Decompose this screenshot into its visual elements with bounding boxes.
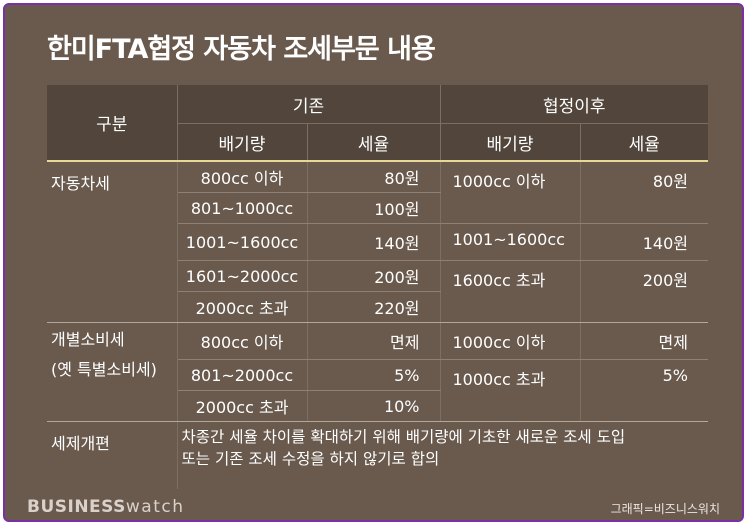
cell-rate: 100원 — [307, 192, 441, 224]
cell-displacement: 800cc 이하 — [177, 161, 308, 193]
logo-light: watch — [125, 497, 185, 517]
row-category-auto-tax: 자동차세 — [47, 161, 178, 323]
cell-displacement: 801~2000cc — [177, 359, 308, 391]
cell-displacement: 1000cc 초과 — [440, 359, 581, 422]
table-row: 801~1000cc 100원 — [47, 192, 708, 224]
table-row: 2000cc 초과 220원 — [47, 291, 708, 323]
header-row-2: 배기량 세율 배기량 세율 — [47, 123, 708, 162]
cell-rate: 140원 — [307, 223, 441, 261]
cell-rate: 5% — [307, 359, 441, 391]
table-row: 자동차세 800cc 이하 80원 1000cc 이하 80원 — [47, 161, 708, 323]
cell-rate: 220원 — [307, 291, 441, 323]
cell-displacement: 2000cc 초과 — [177, 390, 308, 422]
cell-rate: 80원 — [580, 161, 708, 224]
cell-displacement: 1000cc 이하 — [440, 161, 581, 224]
header-before-displacement: 배기량 — [177, 123, 308, 162]
cell-rate: 80원 — [307, 161, 441, 193]
reform-note-line-2: 또는 기존 조세 수정을 하지 않기로 합의 — [181, 450, 440, 468]
header-after: 협정이후 — [440, 85, 708, 124]
cell-displacement: 1000cc 이하 — [440, 322, 581, 360]
header-before-rate: 세율 — [307, 123, 441, 162]
business-watch-logo: BUSINESSwatch — [27, 497, 185, 517]
tax-table: 구분 기존 협정이후 배기량 세율 배기량 세율 자동차세 800cc 이하 8… — [47, 85, 708, 493]
table-row: 세제개편 차종간 세율 차이를 확대하기 위해 배기량에 기초한 새로운 조세 … — [47, 421, 708, 493]
footer: BUSINESSwatch 그래픽=비즈니스워치 — [5, 489, 742, 520]
header-after-rate: 세율 — [580, 123, 708, 162]
row-category-consumption-tax: 개별소비세 (옛 특별소비세) — [47, 322, 178, 422]
infographic-frame: 한미FTA협정 자동차 조세부문 내용 구분 기존 협정이후 배기량 세율 배기… — [3, 3, 744, 522]
header-before: 기존 — [177, 85, 441, 124]
cell-displacement: 1600cc 초과 — [440, 260, 581, 323]
cell-rate: 5% — [580, 359, 708, 422]
table-row: 개별소비세 (옛 특별소비세) 800cc 이하 면제 1000cc 이하 면제 — [47, 322, 708, 422]
table-row: 801~2000cc 5% 1000cc 초과 5% — [47, 359, 708, 422]
table-row: 2000cc 초과 10% — [47, 390, 708, 422]
graphic-credit: 그래픽=비즈니스워치 — [610, 502, 720, 516]
reform-note-line-1: 차종간 세율 차이를 확대하기 위해 배기량에 기초한 새로운 조세 도입 — [181, 428, 626, 446]
category-line-1: 개별소비세 — [51, 330, 125, 349]
cell-displacement: 1601~2000cc — [177, 260, 308, 292]
logo-bold: BUSINESS — [27, 497, 126, 517]
category-line-2: (옛 특별소비세) — [51, 360, 157, 379]
cell-rate: 140원 — [580, 223, 708, 261]
cell-displacement: 800cc 이하 — [177, 322, 308, 360]
header-after-displacement: 배기량 — [440, 123, 581, 162]
header-row-1: 구분 기존 협정이후 — [47, 85, 708, 162]
reform-note: 차종간 세율 차이를 확대하기 위해 배기량에 기초한 새로운 조세 도입 또는… — [177, 421, 708, 493]
cell-displacement: 801~1000cc — [177, 192, 308, 224]
cell-rate: 면제 — [580, 322, 708, 360]
page-title: 한미FTA협정 자동차 조세부문 내용 — [47, 34, 436, 65]
row-category-reform: 세제개편 — [47, 421, 178, 493]
cell-rate: 10% — [307, 390, 441, 422]
table-row: 1601~2000cc 200원 1600cc 초과 200원 — [47, 260, 708, 323]
cell-rate: 200원 — [307, 260, 441, 292]
cell-displacement: 2000cc 초과 — [177, 291, 308, 323]
header-category: 구분 — [47, 85, 178, 162]
cell-displacement: 1001~1600cc — [177, 223, 308, 261]
cell-rate: 면제 — [307, 322, 441, 360]
cell-rate: 200원 — [580, 260, 708, 323]
cell-displacement: 1001~1600cc — [440, 223, 581, 261]
table-row: 1001~1600cc 140원 1001~1600cc 140원 — [47, 223, 708, 261]
